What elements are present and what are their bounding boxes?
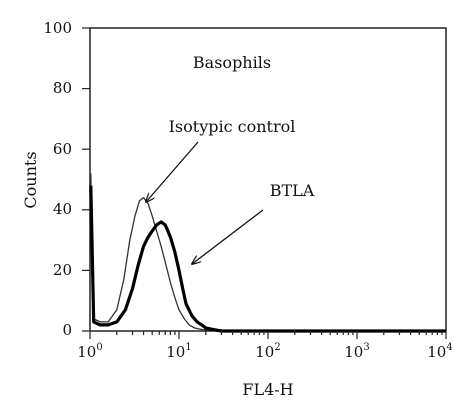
isotypic-control-arrow xyxy=(146,141,199,202)
btla-label: BTLA xyxy=(270,181,315,200)
series-layer xyxy=(89,173,446,333)
y-tick-label: 60 xyxy=(53,140,72,158)
y-axis-title: Counts xyxy=(21,151,40,208)
y-tick-marks xyxy=(82,27,90,332)
x-tick-label: 102 xyxy=(255,342,280,361)
y-axis-ticks: 0 20 40 60 80 100 xyxy=(43,19,72,339)
y-tick-label: 0 xyxy=(62,321,72,339)
x-tick-marks xyxy=(89,331,447,339)
panel-label-basophils: Basophils xyxy=(193,53,271,72)
y-tick-label: 100 xyxy=(43,19,72,37)
plot-frame xyxy=(89,27,447,332)
isotypic-control-label: Isotypic control xyxy=(169,117,296,136)
y-tick-label: 20 xyxy=(53,261,72,279)
x-tick-label: 103 xyxy=(344,342,369,361)
y-tick-label: 40 xyxy=(53,200,72,218)
x-tick-label: 104 xyxy=(427,342,452,361)
x-tick-label: 101 xyxy=(166,342,191,361)
y-tick-label: 80 xyxy=(53,79,72,97)
x-tick-label: 100 xyxy=(77,342,102,361)
x-axis-ticks: 100 101 102 103 104 xyxy=(77,342,452,361)
btla-arrow xyxy=(192,209,264,264)
x-axis-title: FL4-H xyxy=(242,380,293,399)
series-line-btla xyxy=(89,185,446,333)
series-line-isotypic-control xyxy=(90,173,446,332)
